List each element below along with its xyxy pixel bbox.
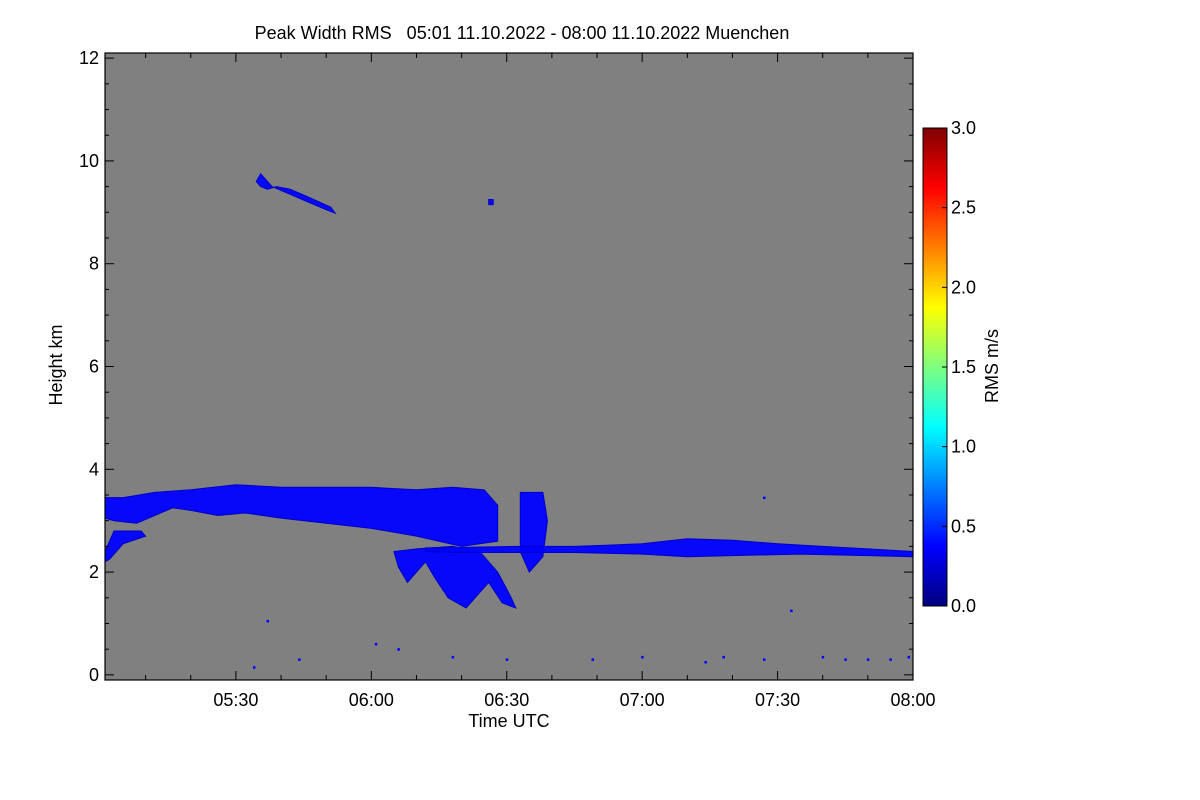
- x-tick-label: 07:30: [755, 690, 800, 710]
- x-axis-title: Time UTC: [468, 711, 549, 731]
- echo-speck: [889, 658, 892, 661]
- x-tick-label: 06:00: [349, 690, 394, 710]
- echo-speck: [298, 658, 301, 661]
- colorbar-tick-label: 0.0: [951, 596, 976, 616]
- colorbar-tick-label: 1.5: [951, 357, 976, 377]
- y-axis: 0 2 4 6 8 10 12: [79, 48, 913, 685]
- x-axis: 05:30 06:00 06:30 07:00 07:30 08:00: [145, 53, 936, 710]
- x-tick-label: 05:30: [213, 690, 258, 710]
- echo-speck: [505, 658, 509, 661]
- echo-speck: [844, 658, 847, 661]
- echo-speck: [790, 609, 793, 613]
- colorbar-tick-label: 1.0: [951, 437, 976, 457]
- echo-speck: [591, 658, 594, 661]
- colorbar-title: RMS m/s: [982, 329, 1002, 403]
- y-tick-label: 10: [79, 151, 99, 171]
- echo-speck: [266, 619, 269, 623]
- cirrus-layer: [255, 172, 337, 215]
- x-tick-label: 08:00: [890, 690, 935, 710]
- y-tick-label: 4: [89, 459, 99, 479]
- colorbar-tick-label: 3.0: [951, 118, 976, 138]
- plot-background: [105, 53, 913, 680]
- echo-speck: [704, 661, 707, 664]
- echo-speck: [866, 658, 870, 661]
- y-tick-label: 8: [89, 254, 99, 274]
- echo-speck: [722, 655, 725, 659]
- y-tick-label: 2: [89, 562, 99, 582]
- y-axis-title: Height km: [46, 324, 66, 405]
- echo-speck: [253, 666, 256, 669]
- stratiform-band: [425, 538, 913, 558]
- echo-speck: [641, 655, 644, 659]
- echo-speck: [821, 655, 825, 659]
- y-tick-label: 0: [89, 665, 99, 685]
- colorbar-tick-label: 2.0: [951, 277, 976, 297]
- low-layer-left: [105, 530, 147, 563]
- mid-cloud-deck: [105, 484, 499, 547]
- x-tick-label: 07:00: [620, 690, 665, 710]
- cirrus-speck: [488, 199, 494, 206]
- y-tick-label: 12: [79, 48, 99, 68]
- colorbar-axis: 0.0 0.5 1.0 1.5 2.0 2.5 3.0: [942, 118, 976, 616]
- echo-speck: [374, 643, 378, 646]
- echo-speck: [397, 648, 400, 651]
- virga-shafts: [393, 545, 517, 609]
- echo-regions: [105, 172, 913, 669]
- echo-speck: [451, 655, 455, 659]
- chart-title: Peak Width RMS 05:01 11.10.2022 - 08:00 …: [255, 23, 790, 43]
- y-tick-label: 6: [89, 357, 99, 377]
- echo-speck: [763, 658, 766, 661]
- x-tick-label: 06:30: [484, 690, 529, 710]
- echo-speck: [907, 655, 910, 659]
- echo-speck: [763, 496, 766, 500]
- colorbar-tick-label: 0.5: [951, 516, 976, 536]
- colorbar-tick-label: 2.5: [951, 198, 976, 218]
